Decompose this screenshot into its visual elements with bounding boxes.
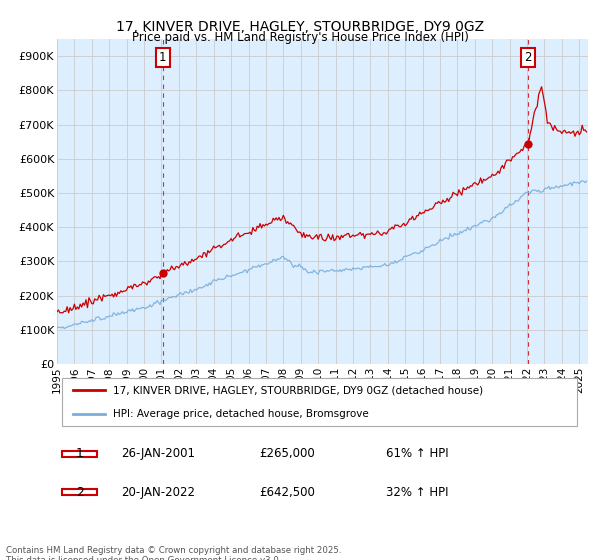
Text: Contains HM Land Registry data © Crown copyright and database right 2025.
This d: Contains HM Land Registry data © Crown c… (6, 546, 341, 560)
FancyBboxPatch shape (62, 378, 577, 426)
Text: 32% ↑ HPI: 32% ↑ HPI (386, 486, 449, 498)
Text: £642,500: £642,500 (259, 486, 314, 498)
Text: 17, KINVER DRIVE, HAGLEY, STOURBRIDGE, DY9 0GZ: 17, KINVER DRIVE, HAGLEY, STOURBRIDGE, D… (116, 20, 484, 34)
Text: Price paid vs. HM Land Registry's House Price Index (HPI): Price paid vs. HM Land Registry's House … (131, 31, 469, 44)
Text: 20-JAN-2022: 20-JAN-2022 (121, 486, 195, 498)
Text: HPI: Average price, detached house, Bromsgrove: HPI: Average price, detached house, Brom… (113, 408, 368, 418)
Text: 1: 1 (76, 447, 83, 460)
Text: 26-JAN-2001: 26-JAN-2001 (121, 447, 195, 460)
Text: 61% ↑ HPI: 61% ↑ HPI (386, 447, 449, 460)
Text: 2: 2 (524, 50, 532, 64)
Text: 17, KINVER DRIVE, HAGLEY, STOURBRIDGE, DY9 0GZ (detached house): 17, KINVER DRIVE, HAGLEY, STOURBRIDGE, D… (113, 385, 483, 395)
Text: 2: 2 (76, 486, 83, 498)
FancyBboxPatch shape (62, 489, 97, 494)
FancyBboxPatch shape (62, 451, 97, 456)
Text: 1: 1 (159, 50, 167, 64)
Text: £265,000: £265,000 (259, 447, 314, 460)
